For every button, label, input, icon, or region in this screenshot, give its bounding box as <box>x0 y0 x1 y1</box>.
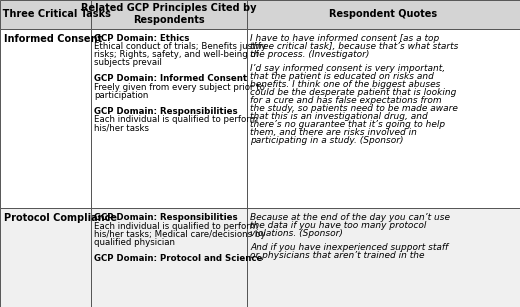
Text: GCP Domain: Ethics: GCP Domain: Ethics <box>95 33 190 43</box>
Text: the data if you have too many protocol: the data if you have too many protocol <box>251 221 427 230</box>
Text: his/her tasks; Medical care/decisions by: his/her tasks; Medical care/decisions by <box>95 230 266 239</box>
Text: or physicians that aren’t trained in the: or physicians that aren’t trained in the <box>251 251 425 260</box>
Text: risks; Rights, safety, and well-being of: risks; Rights, safety, and well-being of <box>95 50 259 59</box>
Text: for a cure and has false expectations from: for a cure and has false expectations fr… <box>251 95 442 105</box>
Text: GCP Domain: Informed Consent: GCP Domain: Informed Consent <box>95 74 248 83</box>
Text: that this is an investigational drug, and: that this is an investigational drug, an… <box>251 111 428 121</box>
Text: them, and there are risks involved in: them, and there are risks involved in <box>251 127 418 137</box>
Bar <box>247 0 520 29</box>
Text: the process. (Investigator): the process. (Investigator) <box>251 49 370 59</box>
Text: participation: participation <box>95 91 149 99</box>
Bar <box>0 208 91 307</box>
Text: Respondent Quotes: Respondent Quotes <box>330 9 437 19</box>
Text: that the patient is educated on risks and: that the patient is educated on risks an… <box>251 72 434 80</box>
Text: Related GCP Principles Cited by
Respondents: Related GCP Principles Cited by Responde… <box>81 3 257 25</box>
Text: Each individual is qualified to perform: Each individual is qualified to perform <box>95 115 258 124</box>
Text: could be the desperate patient that is looking: could be the desperate patient that is l… <box>251 87 457 96</box>
Text: Each individual is qualified to perform: Each individual is qualified to perform <box>95 222 258 231</box>
Text: Freely given from every subject prior to: Freely given from every subject prior to <box>95 83 265 91</box>
Bar <box>0 0 91 29</box>
Text: Top Three Critical Tasks: Top Three Critical Tasks <box>0 9 111 19</box>
Text: GCP Domain: Protocol and Science: GCP Domain: Protocol and Science <box>95 254 263 263</box>
Text: his/her tasks: his/her tasks <box>95 123 150 132</box>
Bar <box>0 29 91 208</box>
Text: Because at the end of the day you can’t use: Because at the end of the day you can’t … <box>251 213 450 222</box>
Text: qualified physician: qualified physician <box>95 238 176 247</box>
Text: subjects prevail: subjects prevail <box>95 58 162 67</box>
Text: And if you have inexperienced support staff: And if you have inexperienced support st… <box>251 243 449 252</box>
Text: I’d say informed consent is very important,: I’d say informed consent is very importa… <box>251 64 446 72</box>
Text: the study, so patients need to be made aware: the study, so patients need to be made a… <box>251 103 458 113</box>
Text: Protocol Compliance: Protocol Compliance <box>4 213 116 223</box>
Bar <box>247 29 520 208</box>
Bar <box>91 208 247 307</box>
Text: there’s no guarantee that it’s going to help: there’s no guarantee that it’s going to … <box>251 119 446 129</box>
Text: GCP Domain: Responsibilities: GCP Domain: Responsibilities <box>95 213 238 222</box>
Text: participating in a study. (Sponsor): participating in a study. (Sponsor) <box>251 136 404 145</box>
Text: Informed Consent: Informed Consent <box>4 33 101 44</box>
Text: Ethical conduct of trials; Benefits justify: Ethical conduct of trials; Benefits just… <box>95 42 267 51</box>
Text: three critical task], because that’s what starts: three critical task], because that’s wha… <box>251 41 459 51</box>
Text: I have to have informed consent [as a top: I have to have informed consent [as a to… <box>251 33 440 43</box>
Bar <box>91 29 247 208</box>
Text: GCP Domain: Responsibilities: GCP Domain: Responsibilities <box>95 107 238 115</box>
Bar <box>91 0 247 29</box>
Text: benefits. I think one of the biggest abuses: benefits. I think one of the biggest abu… <box>251 80 441 88</box>
Text: violations. (Sponsor): violations. (Sponsor) <box>251 229 343 238</box>
Bar <box>247 208 520 307</box>
